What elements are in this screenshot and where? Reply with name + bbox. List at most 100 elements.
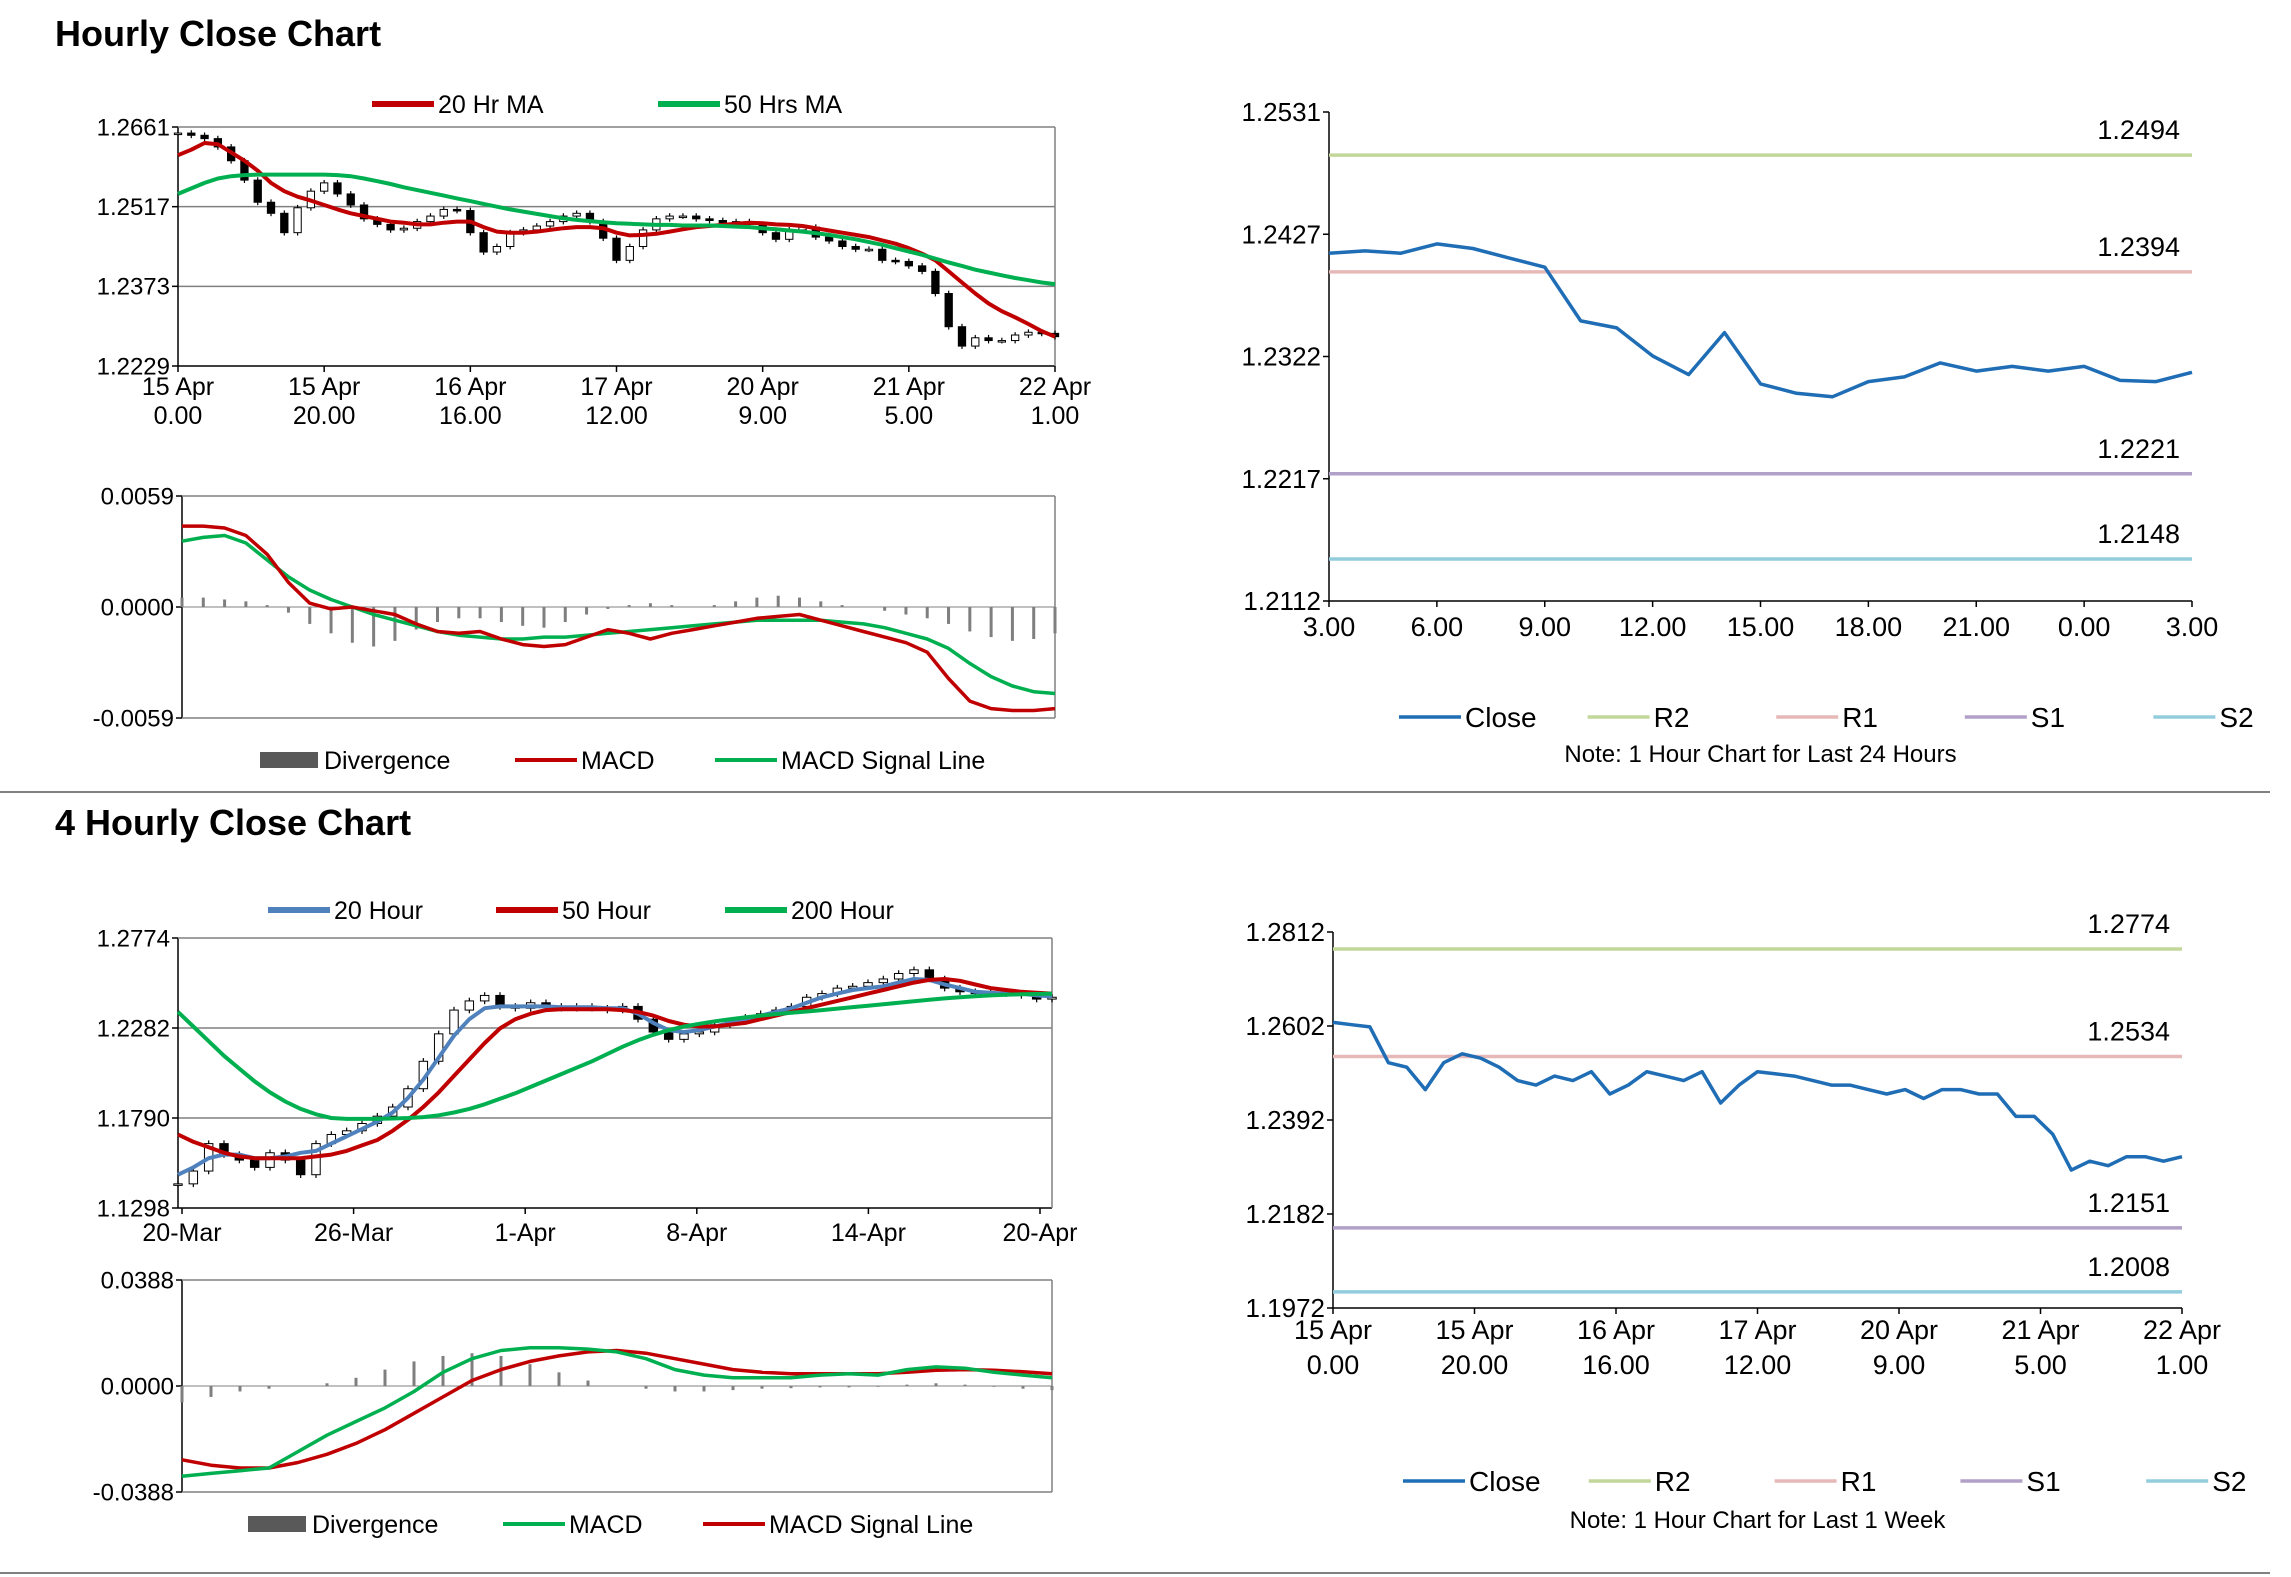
hourly-price-candle-body — [944, 293, 953, 328]
hourly-macd-y-tick-label: -0.0059 — [93, 705, 174, 732]
hourly-price-y-tick-label: 1.2229 — [97, 353, 170, 380]
four-hourly-price-y-tick-label: 1.2282 — [97, 1015, 170, 1042]
hourly-price-candle-body — [359, 204, 369, 220]
four-hourly-macd-y-tick-label: -0.0388 — [93, 1479, 174, 1506]
hourly-price-candle-body — [824, 236, 834, 242]
hourly-price-x-tick-date: 15 Apr — [288, 373, 360, 401]
close-24h-x-tick-label: 6.00 — [1411, 612, 1464, 642]
close-24h-x-tick-label: 9.00 — [1518, 612, 1571, 642]
four-hourly-price-x-tick-label: 20-Apr — [1002, 1219, 1077, 1247]
four-hourly-price-candle-body — [1047, 996, 1057, 1000]
close-week-level-label-s1: 1.2151 — [2087, 1188, 2170, 1218]
close-24h-close-line — [1328, 242, 2193, 399]
hourly-price-candle-body — [1024, 331, 1033, 336]
hourly-price-candle-body — [492, 246, 502, 253]
four-hourly-price-candle-body — [878, 978, 889, 984]
close-24h-y-tick-label: 1.2427 — [1241, 219, 1321, 249]
hourly-price-candle-body — [705, 218, 714, 221]
close-week-legend-s2-label: S2 — [2212, 1466, 2246, 1497]
hourly-price-candle-body — [917, 265, 927, 272]
close-24h-x-tick-label: 3.00 — [2166, 612, 2219, 642]
hourly-price-candle-body — [545, 221, 555, 227]
close-24h-level-label-r1: 1.2394 — [2097, 232, 2180, 262]
hourly-price-candle-body — [506, 232, 515, 247]
hourly-price-x-tick-date: 22 Apr — [1019, 373, 1091, 401]
hourly-macd-signal-line — [181, 533, 1056, 696]
four-hourly-macd-legend-divergence-label: Divergence — [312, 1511, 438, 1539]
close-24h-legend-close-label: Close — [1465, 702, 1537, 733]
hourly-price-candle-body — [439, 208, 448, 217]
hourly-price-x-tick-time: 1.00 — [1031, 402, 1080, 430]
close-week-x-tick-date: 21 Apr — [2001, 1315, 2079, 1345]
hourly-price-x-tick-time: 9.00 — [738, 402, 787, 430]
hourly-price-candle-body — [718, 219, 727, 224]
four-hourly-price-x-tick-label: 1-Apr — [495, 1219, 556, 1247]
close-24h-note: Note: 1 Hour Chart for Last 24 Hours — [1564, 741, 1956, 768]
close-24h-legend-s1-label: S1 — [2031, 702, 2065, 733]
hourly-price-candle-body — [1010, 334, 1020, 342]
four-hourly-price-x-tick-label: 20-Mar — [142, 1219, 221, 1247]
four-hourly-price-legend-2-label: 200 Hour — [791, 897, 894, 925]
hourly-price-candle-body — [253, 179, 262, 203]
hourly-price-ma50-line — [177, 172, 1056, 287]
hourly-price-ma20-line — [177, 141, 1056, 339]
close-24h-legend-r2-label: R2 — [1654, 702, 1690, 733]
close-week-y-tick-label: 1.2392 — [1245, 1105, 1325, 1135]
four-hourly-price-candle-body — [479, 994, 490, 1002]
close-week-legend-r1-label: R1 — [1841, 1466, 1877, 1497]
section-title-4-hourly: 4 Hourly Close Chart — [55, 802, 411, 843]
hourly-price-candle-body — [399, 227, 409, 231]
close-week-legend-close-label: Close — [1469, 1466, 1541, 1497]
four-hourly-price-candle-body — [188, 1170, 199, 1185]
hourly-price-candle-body — [851, 246, 860, 250]
hourly-price-candle-body — [625, 246, 634, 261]
hourly-price-candle-body — [346, 193, 355, 206]
hourly-price-candle-body — [665, 215, 674, 220]
close-week-level-label-r1: 1.2534 — [2087, 1016, 2170, 1046]
close-24h-level-label-s1: 1.2221 — [2097, 434, 2180, 464]
hourly-price-y-tick-label: 1.2661 — [97, 114, 170, 141]
close-week-x-tick-time: 12.00 — [1724, 1350, 1792, 1380]
close-week-x-tick-date: 22 Apr — [2143, 1315, 2221, 1345]
hourly-macd-legend-signal-label: MACD Signal Line — [781, 747, 985, 775]
close-week-x-tick-date: 16 Apr — [1577, 1315, 1655, 1345]
close-week-x-tick-time: 20.00 — [1441, 1350, 1509, 1380]
hourly-price-candle-body — [638, 229, 648, 247]
four-hourly-price-candle-body — [464, 1000, 475, 1011]
hourly-price-legend-1-label: 50 Hrs MA — [724, 91, 842, 119]
four-hourly-macd-y-tick-label: 0.0000 — [101, 1373, 174, 1400]
close-24h-y-tick-label: 1.2112 — [1243, 586, 1321, 616]
close-week-x-tick-time: 0.00 — [1307, 1350, 1360, 1380]
hourly-price-candle-body — [280, 212, 289, 234]
close-24h-y-tick-label: 1.2217 — [1241, 464, 1321, 494]
close-24h-x-tick-label: 18.00 — [1835, 612, 1903, 642]
hourly-macd-y-tick-label: 0.0059 — [101, 483, 174, 510]
close-24h-legend-r1-label: R1 — [1842, 702, 1878, 733]
hourly-price-x-tick-date: 20 Apr — [727, 373, 799, 401]
close-week-close-line — [1332, 1020, 2183, 1172]
close-week-legend-r2-label: R2 — [1655, 1466, 1691, 1497]
four-hourly-macd-macd-line — [181, 1346, 1053, 1478]
close-24h-x-tick-label: 3.00 — [1303, 612, 1356, 642]
four-hourly-price-x-tick-label: 8-Apr — [666, 1219, 727, 1247]
hourly-price-candle-body — [838, 240, 847, 247]
close-24h-level-label-r2: 1.2494 — [2097, 115, 2180, 145]
four-hourly-price-legend-0-label: 20 Hour — [334, 897, 423, 925]
close-24h-legend-s2-label: S2 — [2219, 702, 2253, 733]
hourly-price-candle-body — [173, 132, 183, 136]
hourly-price-x-tick-time: 5.00 — [884, 402, 933, 430]
hourly-price-x-tick-time: 0.00 — [154, 402, 203, 430]
hourly-price-candle-body — [957, 326, 967, 347]
close-24h-y-tick-label: 1.2531 — [1241, 97, 1321, 127]
hourly-price-candle-body — [452, 208, 462, 212]
close-week-x-tick-time: 16.00 — [1582, 1350, 1650, 1380]
hourly-macd-legend-macd-label: MACD — [581, 747, 655, 775]
close-week-x-tick-date: 20 Apr — [1860, 1315, 1938, 1345]
four-hourly-macd-legend-macd-label: MACD — [569, 1511, 643, 1539]
four-hourly-price-ma200-line — [176, 991, 1053, 1121]
close-week-y-tick-label: 1.1972 — [1245, 1293, 1325, 1323]
four-hourly-price-y-tick-label: 1.1790 — [97, 1105, 170, 1132]
hourly-price-candle-body — [293, 207, 302, 234]
hourly-price-x-tick-time: 20.00 — [293, 402, 356, 430]
